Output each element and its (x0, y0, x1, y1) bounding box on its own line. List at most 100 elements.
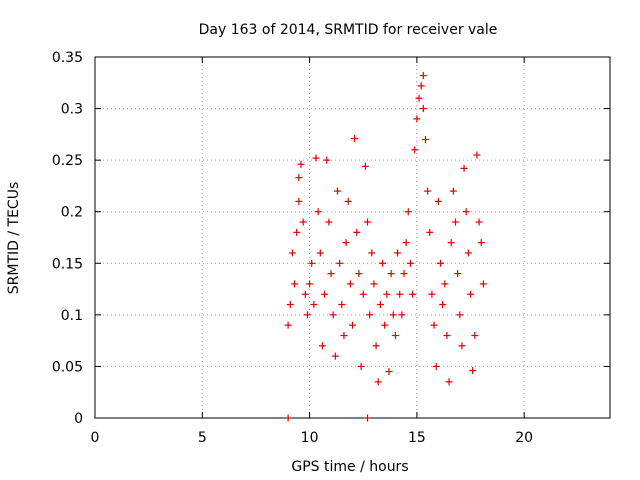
data-point (359, 290, 367, 298)
data-points (284, 72, 487, 422)
data-point (329, 311, 337, 319)
data-point (456, 311, 464, 319)
data-point (295, 197, 303, 205)
data-point (284, 414, 292, 422)
data-point (312, 154, 320, 162)
data-point (295, 174, 303, 182)
data-point (460, 164, 468, 172)
data-point (374, 378, 382, 386)
data-point (417, 82, 425, 90)
data-point (409, 290, 417, 298)
y-tick-label: 0.35 (52, 50, 83, 66)
data-point (381, 321, 389, 329)
data-point (364, 218, 372, 226)
data-point (323, 156, 331, 164)
data-point (353, 228, 361, 236)
data-point (297, 160, 305, 168)
data-point (368, 249, 376, 257)
data-point (419, 72, 427, 80)
data-point (430, 321, 438, 329)
data-point (351, 134, 359, 142)
x-tick-label: 15 (408, 430, 426, 446)
chart-title: Day 163 of 2014, SRMTID for receiver val… (199, 22, 498, 38)
data-point (471, 331, 479, 339)
data-point (398, 311, 406, 319)
data-point (349, 321, 356, 329)
axes (94, 56, 611, 419)
x-tick-label: 20 (515, 430, 533, 446)
y-tick-label: 0 (74, 411, 83, 427)
data-point (338, 301, 346, 309)
data-point (402, 239, 410, 247)
data-point (299, 218, 307, 226)
data-point (475, 218, 483, 226)
data-point (342, 239, 350, 247)
data-point (441, 280, 449, 288)
data-point (443, 331, 451, 339)
data-point (366, 311, 374, 319)
data-point (361, 162, 369, 170)
data-point (291, 280, 299, 288)
data-point (428, 290, 436, 298)
data-point (321, 290, 329, 298)
data-point (370, 280, 378, 288)
data-point (406, 259, 414, 267)
data-point (310, 301, 318, 309)
data-point (436, 259, 444, 267)
data-point (447, 239, 455, 247)
data-point (389, 311, 397, 319)
y-tick-label: 0.1 (61, 308, 83, 324)
data-point (303, 311, 311, 319)
data-point (434, 197, 442, 205)
data-point (333, 187, 341, 195)
data-point (458, 342, 466, 350)
data-point (477, 239, 485, 247)
data-point (467, 290, 475, 298)
data-point (327, 270, 335, 278)
data-point (336, 259, 344, 267)
data-point (308, 259, 316, 267)
data-point (391, 331, 399, 339)
data-point (364, 414, 372, 422)
y-tick-label: 0.15 (52, 256, 83, 272)
data-point (419, 105, 427, 113)
data-point (376, 301, 384, 309)
data-point (318, 342, 326, 350)
data-point (288, 249, 296, 257)
ticks: 0 5 10 15 20 0 0.05 0.1 0.15 0.2 0.25 0.3 0.35 (52, 50, 610, 446)
data-point (316, 249, 324, 257)
data-point (424, 187, 432, 195)
data-point (452, 218, 459, 226)
data-point (479, 280, 487, 288)
data-point (344, 197, 352, 205)
data-point (293, 228, 301, 236)
data-point (331, 352, 339, 360)
y-tick-label: 0.25 (52, 153, 83, 169)
data-point (404, 208, 412, 216)
data-point (385, 368, 393, 376)
data-point (396, 290, 404, 298)
data-point (372, 342, 380, 350)
data-point (462, 208, 470, 216)
data-point (325, 218, 333, 226)
data-point (314, 208, 322, 216)
data-point (411, 146, 419, 154)
data-point (355, 270, 363, 278)
data-point (284, 321, 292, 329)
data-point (379, 259, 387, 267)
x-tick-label: 10 (301, 430, 319, 446)
data-point (301, 290, 309, 298)
data-point (286, 301, 294, 309)
data-point (426, 228, 434, 236)
data-point (340, 331, 348, 339)
plot-frame (94, 56, 611, 419)
data-point (454, 270, 462, 278)
data-point (306, 280, 314, 288)
data-point (357, 362, 365, 370)
data-point (449, 187, 457, 195)
data-point (394, 249, 402, 257)
data-point (473, 151, 481, 159)
data-point (432, 362, 440, 370)
data-point (387, 270, 395, 278)
